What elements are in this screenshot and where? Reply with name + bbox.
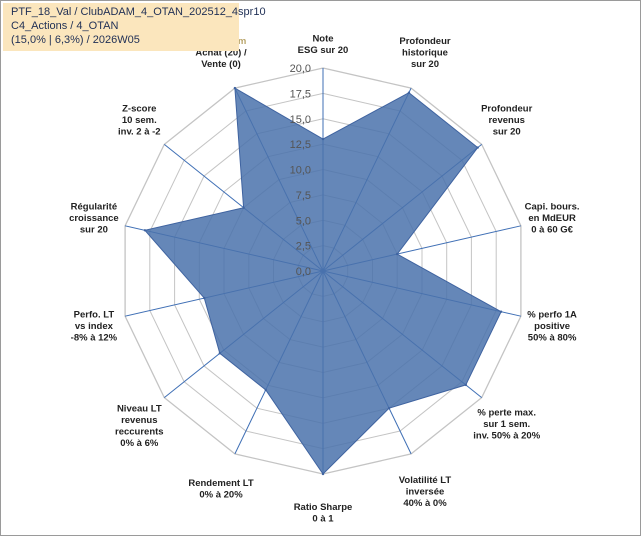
axis-label-line: Profondeur [481, 104, 532, 115]
axis-label-line: Profondeur [399, 36, 450, 47]
axis-label-12: Régularité croissance sur 20 [69, 201, 119, 235]
axis-label-line: ESG sur 20 [298, 45, 349, 56]
axis-label-line: sur 20 [411, 59, 439, 70]
chart-subtitle: C4_Actions / 4_OTAN [11, 20, 119, 32]
data-point-11 [203, 296, 206, 300]
axis-label-line: Z-score [122, 104, 156, 115]
axis-label-line: 0% à 6% [120, 438, 159, 449]
axis-label-line: % perfo 1A [527, 310, 577, 321]
axis-label-line: 0 à 1 [312, 514, 334, 525]
data-point-4 [396, 252, 399, 256]
tick-label: 20,0 [290, 63, 311, 75]
axis-label-line: 0 à 60 G€ [531, 224, 573, 235]
axis-label-line: sur 20 [80, 224, 108, 235]
data-point-12 [143, 229, 147, 232]
chart-title: PTF_18_Val / ClubADAM_4_OTAN_202512_4spr… [11, 6, 266, 18]
axis-label-line: Vente (0) [201, 59, 241, 70]
axis-label-9: Rendement LT 0% à 20% [188, 478, 253, 501]
tick-label: 10,0 [290, 165, 311, 177]
axis-label-line: vs index [75, 321, 114, 332]
axis-label-11: Perfo. LT vs index -8% à 12% [71, 310, 118, 344]
axis-label-line: reccurents [115, 426, 164, 437]
axis-label-line: sur 20 [493, 127, 521, 138]
axis-label-line: 50% à 80% [528, 333, 577, 344]
axis-label-line: revenus [121, 415, 157, 426]
data-point-6 [464, 383, 467, 387]
axis-label-7: Volatilité LT inversée 40% à 0% [399, 475, 452, 509]
axis-label-line: 10 sem. [122, 115, 157, 126]
axis-label-10: Niveau LT revenus reccurents 0% à 6% [115, 403, 164, 449]
axis-label-line: 0% à 20% [199, 490, 243, 501]
axis-label-5: % perfo 1A positive 50% à 80% [527, 310, 577, 344]
data-point-10 [218, 352, 221, 355]
data-point-2 [407, 91, 411, 94]
axis-label-line: Achat (20) / [195, 48, 247, 59]
axis-label-6: % perte max. sur 1 sem. inv. 50% à 20% [473, 407, 540, 441]
axis-label-line: Perfo. LT [74, 310, 115, 321]
series-area-1 [143, 87, 502, 475]
axis-label-line: inv. 2 à -2 [118, 127, 161, 138]
axis-label-1: Note ESG sur 20 [298, 34, 349, 57]
tick-label: 7,5 [296, 190, 311, 202]
chart-period: (15,0% | 6,3%) / 2026W05 [11, 34, 140, 46]
axis-label-line: Volatilité LT [399, 475, 452, 486]
data-point-9 [264, 388, 267, 392]
axis-label-4: Capi. bours. en MdEUR 0 à 60 G€ [525, 201, 580, 235]
axis-label-line: Capi. bours. [525, 201, 580, 212]
tick-label: 17,5 [290, 88, 311, 100]
axis-label-line: croissance [69, 213, 119, 224]
radar-tick-labels: 0,0 2,5 5,0 7,5 10,0 12,5 15,0 17,5 20,0 [290, 63, 311, 278]
axis-label-2: Profondeur historique sur 20 [399, 36, 450, 70]
tick-label: 12,5 [290, 139, 311, 151]
axis-label-line: sur 1 sem. [483, 419, 530, 430]
data-point-3 [476, 146, 479, 149]
tick-label: 0,0 [296, 266, 311, 278]
axis-label-line: en MdEUR [528, 213, 576, 224]
axis-label-line: -8% à 12% [71, 333, 118, 344]
axis-label-line: inversée [406, 487, 445, 498]
tick-label: 15,0 [290, 114, 311, 126]
axis-label-line: Niveau LT [117, 403, 162, 414]
data-point-13 [242, 206, 245, 209]
axis-label-8: Ratio Sharpe 0 à 1 [294, 502, 353, 525]
axis-label-line: Régularité [71, 201, 117, 212]
data-point-8 [321, 472, 325, 476]
axis-label-13: Z-score 10 sem. inv. 2 à -2 [118, 104, 161, 138]
axis-label-line: Rendement LT [188, 478, 253, 489]
data-point-7 [387, 407, 391, 410]
tick-label: 2,5 [296, 241, 311, 253]
axis-label-line: inv. 50% à 20% [473, 430, 540, 441]
data-point-5 [499, 310, 503, 313]
tick-label: 5,0 [296, 215, 311, 227]
axis-label-line: positive [534, 321, 570, 332]
axis-label-line: % perte max. [477, 407, 536, 418]
data-point-1 [321, 137, 325, 141]
axis-label-line: 40% à 0% [403, 498, 447, 509]
radar-series [143, 86, 503, 476]
axis-label-line: revenus [488, 115, 524, 126]
axis-label-line: historique [402, 48, 448, 59]
axis-label-line: Ratio Sharpe [294, 502, 353, 513]
axis-label-3: Profondeur revenus sur 20 [481, 104, 532, 138]
chart-title-box: PTF_18_Val / ClubADAM_4_OTAN_202512_4spr… [3, 3, 266, 51]
data-point-14 [233, 86, 237, 90]
axis-label-line: Note [312, 34, 333, 45]
